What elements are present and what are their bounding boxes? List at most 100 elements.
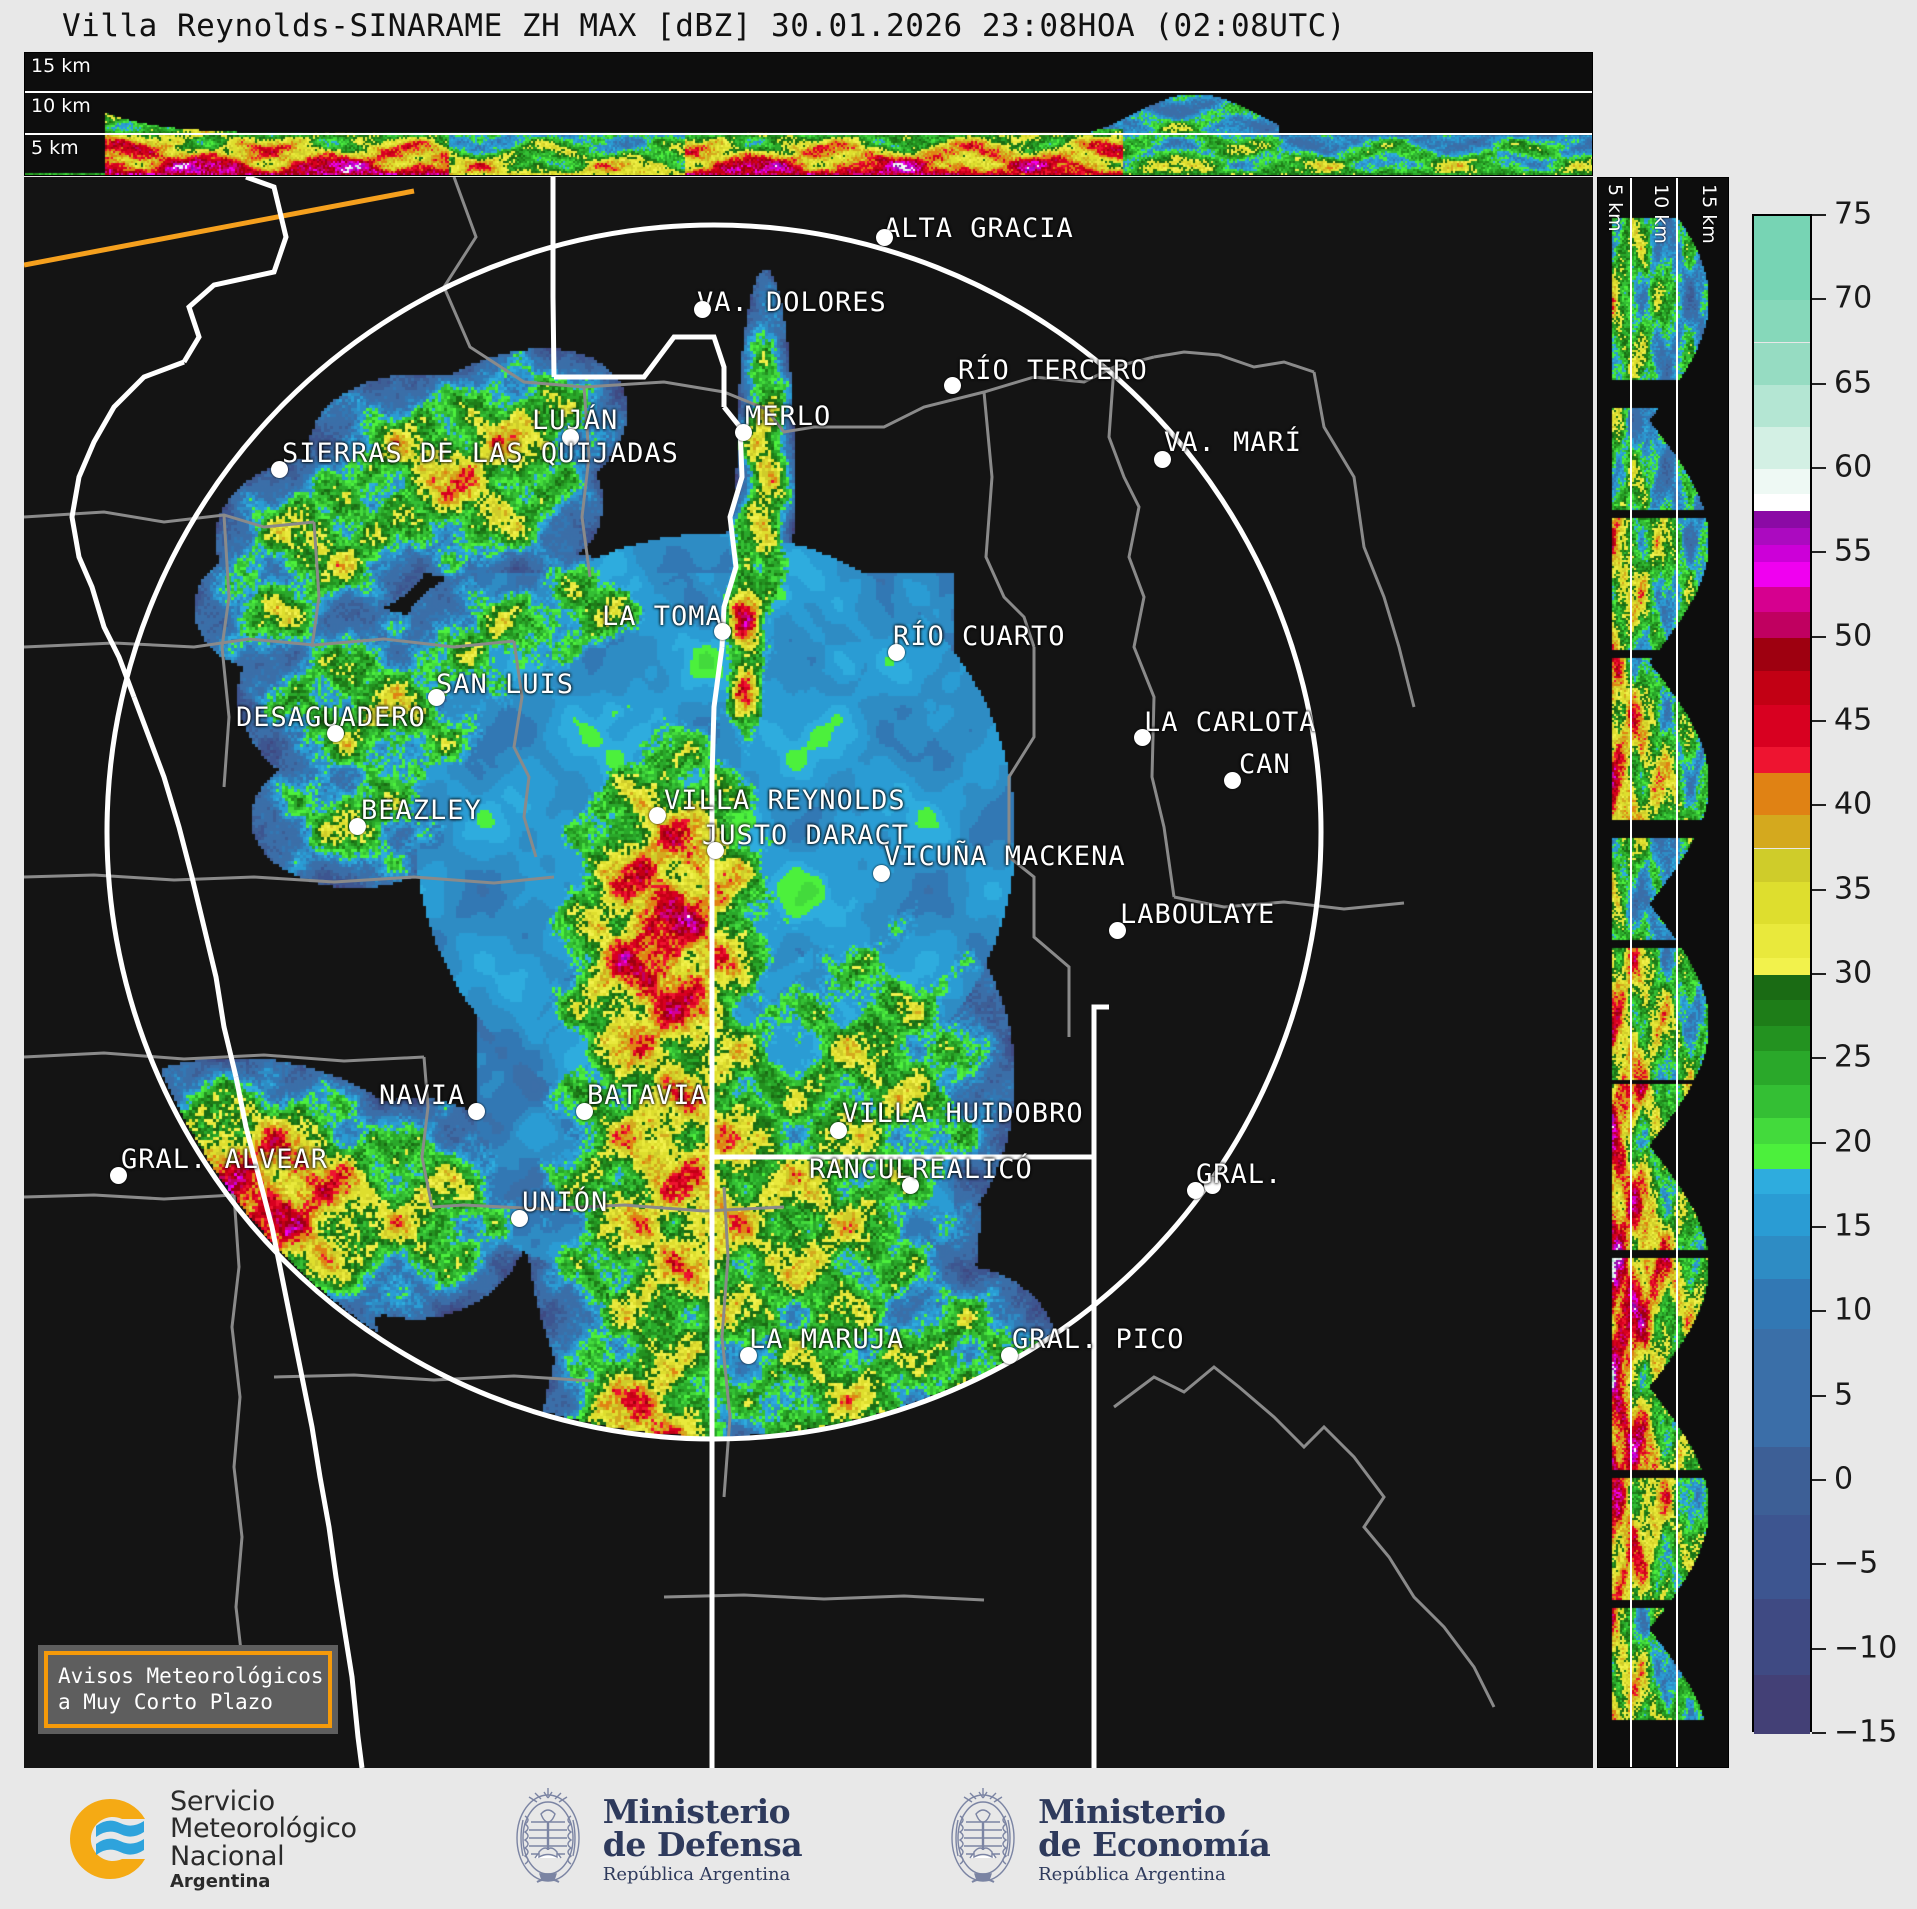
colorbar-tick-label: −15 <box>1834 1714 1898 1750</box>
colorbar-segment <box>1754 528 1810 545</box>
city-marker-dot[interactable] <box>511 1210 528 1227</box>
defensa-line-1: Ministerio <box>602 1791 791 1831</box>
colorbar-tick-label: 70 <box>1834 280 1873 316</box>
radar-map-panel[interactable]: ALTA GRACIA VA. DOLORES RÍO TERCERO LUJÁN ME… <box>24 177 1593 1768</box>
colorbar-segment <box>1754 342 1810 385</box>
city-marker-dot[interactable] <box>1109 922 1126 939</box>
colorbar-tick-label: 75 <box>1834 196 1873 232</box>
city-marker-dot[interactable] <box>740 1347 757 1364</box>
colorbar-segment <box>1754 1379 1810 1448</box>
colorbar-segment <box>1754 561 1810 588</box>
colorbar-tick <box>1812 382 1826 385</box>
colorbar-segment <box>1754 1143 1810 1169</box>
colorbar-segment <box>1754 216 1810 301</box>
colorbar-segment <box>1754 1236 1810 1279</box>
cross-section-top-panel: 15 km 10 km 5 km <box>24 52 1593 176</box>
cross-section-right-canvas <box>1598 178 1728 1767</box>
colorbar-segment <box>1754 1118 1810 1144</box>
colorbar-segment <box>1754 1514 1810 1600</box>
city-marker-dot[interactable] <box>714 623 731 640</box>
smn-line-3: Nacional <box>170 1840 285 1872</box>
warning-line-2: a Muy Corto Plazo <box>58 1690 273 1715</box>
colorbar-segment <box>1754 612 1810 638</box>
city-marker-dot[interactable] <box>327 725 344 742</box>
height-label-10km: 10 km <box>31 95 91 117</box>
city-marker-dot[interactable] <box>1224 772 1241 789</box>
city-marker-dot[interactable] <box>649 807 666 824</box>
height-label-5km-v: 5 km <box>1604 184 1626 232</box>
colorbar-tick-label: −10 <box>1834 1630 1898 1666</box>
economia-line-3: República Argentina <box>1038 1863 1226 1885</box>
height-label-15km-v: 15 km <box>1698 184 1720 244</box>
colorbar-tick <box>1812 298 1826 301</box>
height-gridline-10km-v <box>1676 178 1678 1767</box>
city-marker-dot[interactable] <box>1204 1177 1221 1194</box>
colorbar-tick <box>1812 1310 1826 1313</box>
colorbar-segment <box>1754 300 1810 343</box>
colorbar-tick <box>1812 1647 1826 1650</box>
colorbar-segment <box>1754 772 1810 815</box>
colorbar-tick <box>1812 1394 1826 1397</box>
colorbar-segment <box>1754 587 1810 613</box>
range-ring <box>104 222 1324 1442</box>
warning-box-inner: Avisos Meteorológicos a Muy Corto Plazo <box>44 1651 332 1728</box>
colorbar-segment <box>1754 1084 1810 1119</box>
warning-line-1: Avisos Meteorológicos <box>58 1664 324 1688</box>
city-marker-dot[interactable] <box>468 1103 485 1120</box>
map-vector-overlay <box>24 177 1496 1768</box>
colorbar-segment <box>1754 544 1810 562</box>
colorbar-segment <box>1754 637 1810 672</box>
city-marker-dot[interactable] <box>1134 729 1151 746</box>
height-gridline-15km <box>25 91 1592 93</box>
colorbar-tick <box>1812 467 1826 469</box>
colorbar-segment <box>1754 1599 1810 1675</box>
colorbar-segment <box>1754 384 1810 427</box>
colorbar-tick-label: 20 <box>1834 1124 1873 1160</box>
colorbar-segment <box>1754 1329 1810 1380</box>
route-line <box>24 188 415 268</box>
colorbar-tick <box>1812 804 1826 807</box>
smn-logo: Servicio Meteorológico Nacional Argentin… <box>60 1787 357 1892</box>
colorbar-gradient <box>1752 214 1812 1734</box>
colorbar-segment <box>1754 747 1810 773</box>
city-marker-dot[interactable] <box>271 461 288 478</box>
colorbar-tick-label: 25 <box>1834 1039 1873 1075</box>
footer-logos: Servicio Meteorológico Nacional Argentin… <box>0 1770 1917 1909</box>
argentina-coat-of-arms-icon <box>951 1787 1015 1883</box>
colorbar-segment <box>1754 924 1810 959</box>
ministerio-defensa-logo: Ministerio de Defensa República Argentin… <box>507 1786 803 1894</box>
city-marker-dot[interactable] <box>735 424 752 441</box>
warning-box[interactable]: Avisos Meteorológicos a Muy Corto Plazo <box>38 1645 338 1734</box>
city-marker-dot[interactable] <box>349 818 366 835</box>
colorbar-segment <box>1754 1168 1810 1195</box>
page-title: Villa Reynolds-SINARAME ZH MAX [dBZ] 30.… <box>62 8 1346 44</box>
province-borders <box>69 177 1109 1768</box>
colorbar-segment <box>1754 1025 1810 1051</box>
colorbar-segment <box>1754 1447 1810 1515</box>
city-marker-dot[interactable] <box>873 865 890 882</box>
city-marker-dot[interactable] <box>576 1103 593 1120</box>
colorbar-tick-label: 10 <box>1834 1292 1873 1328</box>
colorbar-segment <box>1754 882 1810 925</box>
city-marker-dot[interactable] <box>1001 1347 1018 1364</box>
city-marker-dot[interactable] <box>902 1177 919 1194</box>
colorbar-tick <box>1812 720 1826 722</box>
city-marker-dot[interactable] <box>876 229 893 246</box>
city-marker-dot[interactable] <box>830 1122 847 1139</box>
city-marker-dot[interactable] <box>888 644 905 661</box>
city-marker-dot[interactable] <box>562 429 579 446</box>
colorbar-tick <box>1812 1732 1826 1734</box>
city-marker-dot[interactable] <box>694 301 711 318</box>
city-marker-dot[interactable] <box>944 377 961 394</box>
city-marker-dot[interactable] <box>110 1167 127 1184</box>
city-marker-dot[interactable] <box>428 689 445 706</box>
colorbar-tick <box>1812 1563 1826 1566</box>
colorbar <box>1752 214 1812 1734</box>
city-marker-dot[interactable] <box>707 842 724 859</box>
ministerio-economia-logo: Ministerio de Economía República Argenti… <box>942 1786 1271 1894</box>
cross-section-right-panel: 5 km 10 km 15 km <box>1597 177 1729 1768</box>
height-gridline-5km-v <box>1630 178 1632 1767</box>
city-marker-dot[interactable] <box>1154 451 1171 468</box>
city-marker-dot[interactable] <box>1187 1182 1204 1199</box>
smn-line-2: Meteorológico <box>170 1813 357 1845</box>
